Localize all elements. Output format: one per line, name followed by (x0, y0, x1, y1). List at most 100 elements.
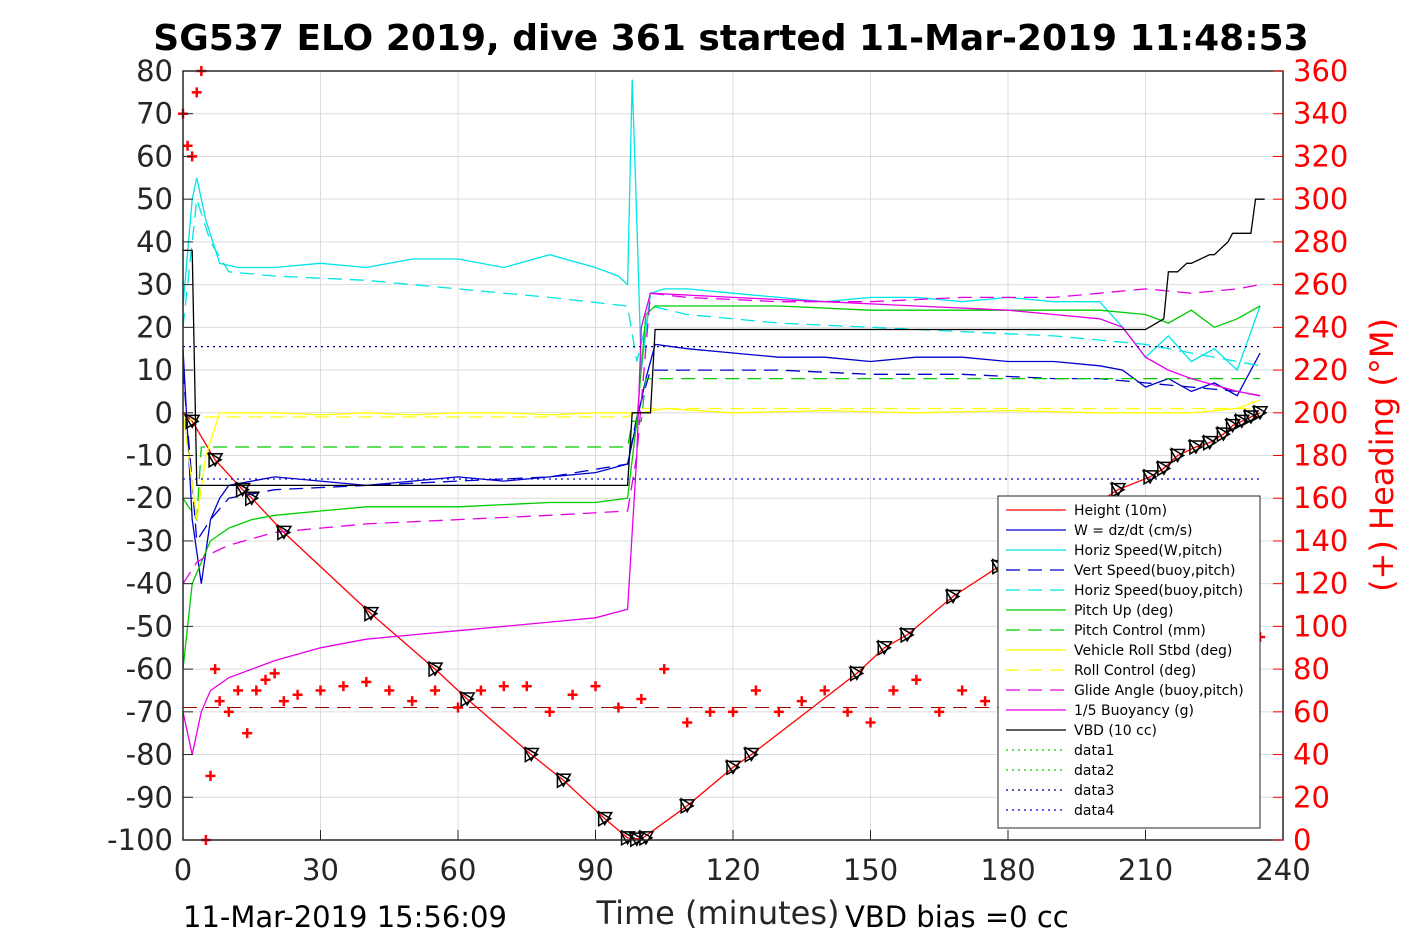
y-right-tick-label: 60 (1293, 695, 1330, 729)
heading-point (613, 702, 624, 713)
height-marker (875, 639, 893, 657)
height-marker (275, 524, 293, 541)
footer-vbd-bias: VBD bias =0 cc (845, 900, 1069, 934)
y-right-tick-label: 40 (1293, 738, 1330, 772)
heading-point (934, 706, 945, 717)
height-marker (362, 605, 380, 622)
heading-point (705, 706, 716, 717)
y-right-tick-label: 220 (1293, 353, 1348, 387)
legend-label: data4 (1074, 803, 1115, 819)
legend-label: VBD (10 cc) (1074, 723, 1157, 739)
heading-point (750, 685, 761, 696)
legend-label: Roll Control (deg) (1074, 663, 1196, 679)
height-marker (183, 413, 201, 430)
chart-title: SG537 ELO 2019, dive 361 started 11-Mar-… (153, 18, 1308, 59)
height-marker (678, 797, 696, 815)
height-marker (1169, 447, 1186, 464)
legend-label: 1/5 Buoyancy (g) (1074, 703, 1194, 719)
heading-point (773, 706, 784, 717)
heading-point (728, 706, 738, 717)
heading-point (233, 685, 243, 696)
height-marker (1109, 481, 1127, 498)
y-right-tick-label: 120 (1293, 567, 1348, 601)
y-left-tick-label: 20 (136, 310, 173, 344)
legend: Height (10m) W = dz/dt (cm/s) Horiz Speed(… (997, 495, 1261, 829)
series-line (182, 412, 1261, 840)
x-axis-label: Time (minutes) (596, 894, 840, 932)
y-right-tick-label: 260 (1293, 268, 1348, 302)
height-marker (555, 771, 572, 789)
legend-label: Height (10m) (1074, 503, 1167, 519)
legend-label: Glide Angle (buoy,pitch) (1074, 683, 1244, 699)
series-line (183, 198, 1265, 487)
y-right-tick-label: 300 (1293, 182, 1348, 216)
legend-label: Horiz Speed(W,pitch) (1074, 543, 1222, 559)
height-marker (243, 489, 261, 507)
y-left-tick-label: -10 (126, 439, 173, 473)
legend-label: Pitch Control (mm) (1074, 623, 1206, 639)
heading-point (210, 664, 221, 675)
series-line (182, 407, 1261, 422)
x-tick-label: 120 (705, 853, 760, 887)
heading-point (796, 696, 807, 707)
y-left-tick-label: 40 (136, 225, 173, 259)
heading-point (475, 685, 486, 696)
heading-point (260, 674, 271, 685)
height-marker (898, 626, 916, 644)
heading-point (242, 728, 253, 739)
y-right-tick-label: 0 (1293, 823, 1311, 857)
x-tick-label: 30 (302, 853, 339, 887)
y-left-tick-label: 80 (136, 54, 173, 88)
series-line (182, 343, 1261, 584)
heading-point (453, 702, 463, 713)
heading-point (384, 685, 395, 696)
heading-point (361, 676, 372, 687)
y-left-tick-label: 0 (155, 396, 173, 430)
height-marker (234, 481, 251, 498)
series-line (182, 292, 1261, 755)
heading-point (911, 674, 922, 685)
heading-point (315, 685, 326, 696)
heading-point (521, 681, 532, 692)
legend-label: Horiz Speed(buoy,pitch) (1074, 583, 1243, 599)
x-tick-label: 180 (980, 853, 1035, 887)
height-marker (1251, 404, 1269, 422)
y-right-tick-label: 140 (1293, 524, 1348, 558)
y-right-tick-label: 20 (1293, 780, 1330, 814)
height-marker (1155, 460, 1173, 477)
y-left-tick-label: 30 (136, 268, 173, 302)
legend-label: data1 (1074, 743, 1114, 759)
x-tick-label: 150 (843, 853, 898, 887)
y-right-tick-label: 280 (1293, 225, 1348, 259)
heading-point (338, 681, 349, 692)
heading-point (819, 685, 830, 696)
legend-label: W = dz/dt (cm/s) (1074, 523, 1193, 539)
y-left-tick-label: -30 (126, 524, 173, 558)
y-left-tick-label: -70 (126, 695, 173, 729)
y-left-tick-label: 10 (136, 353, 173, 387)
y-left-tick-label: -80 (126, 738, 173, 772)
heading-point (292, 689, 303, 700)
y-right-tick-label: 80 (1293, 652, 1330, 686)
height-marker (1187, 438, 1205, 456)
heading-point (251, 685, 262, 696)
height-marker (1141, 468, 1159, 486)
heading-point (430, 685, 441, 696)
series-line (182, 399, 1261, 520)
legend-label: Pitch Up (deg) (1074, 603, 1173, 619)
heading-point (223, 706, 234, 717)
y-left-tick-label: 60 (136, 139, 173, 173)
height-marker (637, 829, 655, 847)
height-marker (426, 660, 444, 678)
y-right-tick-label: 180 (1293, 439, 1348, 473)
height-marker (523, 746, 540, 763)
legend-label: Vert Speed(buoy,pitch) (1074, 563, 1236, 579)
height-marker (724, 759, 742, 776)
height-marker (458, 690, 476, 708)
heading-point (590, 681, 601, 692)
right-axis-label: (+) Heading (°M) (1363, 318, 1401, 592)
heading-point (957, 685, 968, 696)
y-right-tick-label: 200 (1293, 396, 1348, 430)
series-line (182, 79, 1261, 372)
height-marker (1215, 425, 1232, 443)
